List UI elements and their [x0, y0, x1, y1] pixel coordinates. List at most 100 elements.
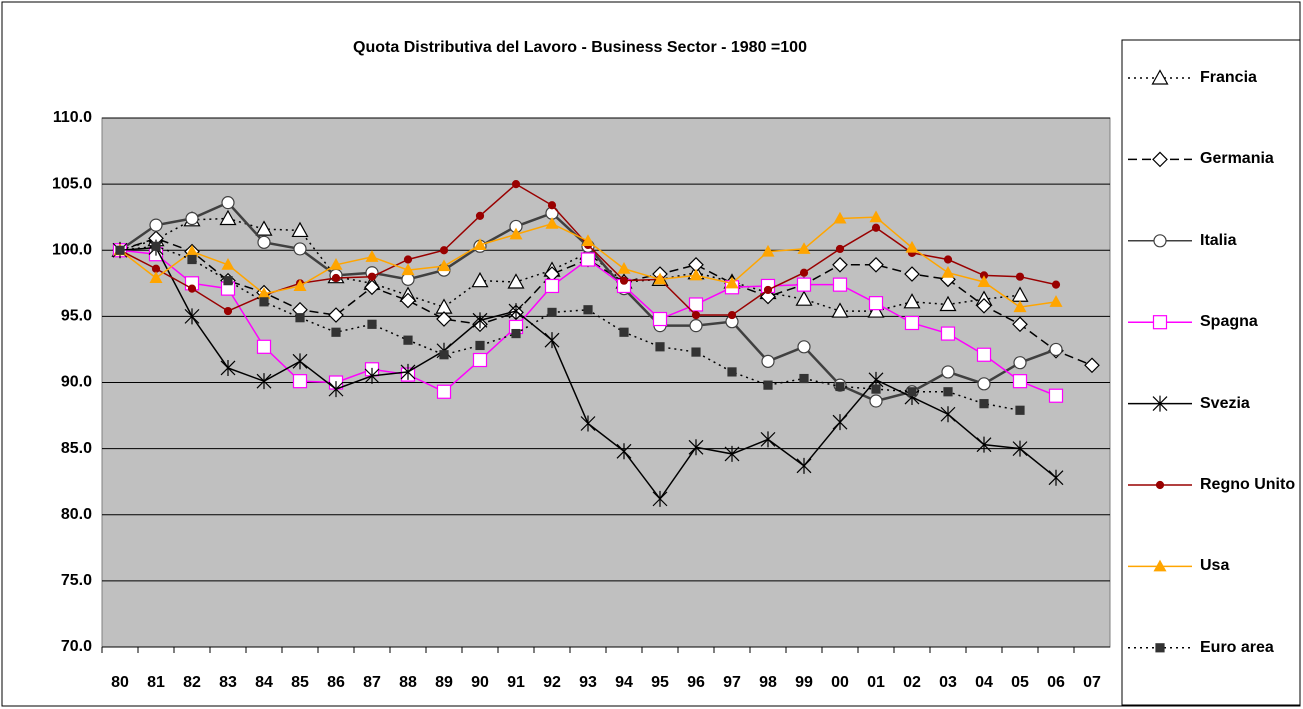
marker: [761, 244, 775, 257]
marker: [473, 238, 487, 250]
legend-box: [1121, 39, 1301, 706]
marker: [151, 264, 161, 273]
legend-marker: [1153, 234, 1167, 248]
marker: [832, 256, 848, 273]
marker: [867, 302, 885, 318]
marker: [616, 443, 632, 460]
x-tick-label: 94: [615, 674, 633, 691]
marker: [255, 220, 273, 236]
marker: [868, 296, 884, 311]
x-tick-label: 93: [579, 674, 597, 691]
marker: [511, 180, 521, 189]
marker: [439, 350, 449, 360]
series-line: [119, 237, 1093, 367]
marker: [364, 279, 380, 296]
marker: [219, 209, 237, 226]
marker: [364, 367, 380, 384]
marker: [544, 278, 560, 294]
marker: [1051, 280, 1061, 289]
x-tick-label: 04: [975, 674, 993, 691]
marker: [799, 268, 809, 277]
x-tick-label: 97: [723, 674, 741, 691]
x-tick-label: 99: [795, 674, 813, 691]
y-tick-label: 95.0: [61, 308, 92, 325]
marker: [688, 297, 704, 312]
marker: [472, 352, 488, 368]
marker: [331, 273, 341, 283]
marker: [979, 399, 989, 409]
legend-marker: [1155, 480, 1165, 490]
marker: [832, 277, 848, 292]
x-tick-label: 07: [1083, 674, 1101, 691]
marker: [688, 439, 704, 456]
marker: [763, 380, 773, 390]
marker: [511, 328, 521, 339]
marker: [507, 273, 525, 289]
legend-marker: [1153, 559, 1167, 572]
legend-label: Italia: [1200, 231, 1237, 249]
marker: [831, 302, 849, 318]
marker: [475, 340, 485, 351]
marker: [544, 332, 560, 349]
marker: [652, 311, 668, 327]
marker: [151, 241, 161, 251]
marker: [1012, 374, 1028, 389]
marker: [403, 255, 413, 264]
marker: [760, 431, 776, 448]
x-tick-label: 01: [867, 674, 885, 691]
y-tick-label: 100.0: [52, 241, 92, 258]
x-tick-label: 80: [111, 674, 129, 691]
y-tick-label: 80.0: [61, 506, 92, 523]
x-tick-label: 84: [255, 674, 273, 691]
marker: [799, 373, 809, 384]
chart-title: Quota Distributiva del Lavoro - Business…: [353, 39, 807, 56]
marker: [508, 303, 524, 320]
marker: [725, 276, 739, 289]
marker: [1012, 316, 1028, 333]
marker: [761, 354, 775, 368]
y-tick-label: 110.0: [53, 109, 92, 126]
marker: [1013, 300, 1027, 313]
legend-marker: [1151, 69, 1169, 85]
marker: [220, 359, 236, 376]
marker: [115, 245, 125, 255]
marker: [471, 271, 489, 288]
marker: [689, 319, 703, 333]
legend-marker: [1152, 315, 1168, 330]
marker: [184, 308, 200, 325]
marker: [652, 490, 668, 507]
marker: [976, 436, 992, 453]
marker: [291, 221, 309, 238]
marker: [581, 234, 595, 246]
marker: [439, 246, 449, 255]
marker: [904, 266, 920, 282]
x-tick-label: 86: [327, 674, 345, 691]
series-line: [119, 245, 1021, 412]
marker: [509, 227, 523, 240]
marker: [256, 373, 272, 390]
marker: [293, 242, 307, 256]
marker: [941, 365, 955, 379]
marker: [259, 297, 269, 307]
marker: [795, 290, 813, 306]
marker: [149, 271, 163, 284]
marker: [617, 262, 631, 274]
x-tick-label: 92: [543, 674, 561, 691]
marker: [907, 387, 917, 397]
marker: [580, 415, 596, 432]
marker: [763, 285, 773, 295]
marker: [619, 327, 629, 337]
marker: [832, 414, 848, 431]
x-tick-label: 00: [831, 674, 849, 691]
x-tick-label: 91: [507, 674, 525, 691]
marker: [331, 327, 341, 337]
marker: [691, 310, 701, 320]
marker: [580, 252, 596, 267]
marker: [293, 279, 307, 291]
y-tick-label: 90.0: [61, 374, 92, 391]
marker: [1084, 357, 1100, 374]
x-tick-label: 96: [687, 674, 705, 691]
x-tick-label: 85: [291, 674, 309, 691]
